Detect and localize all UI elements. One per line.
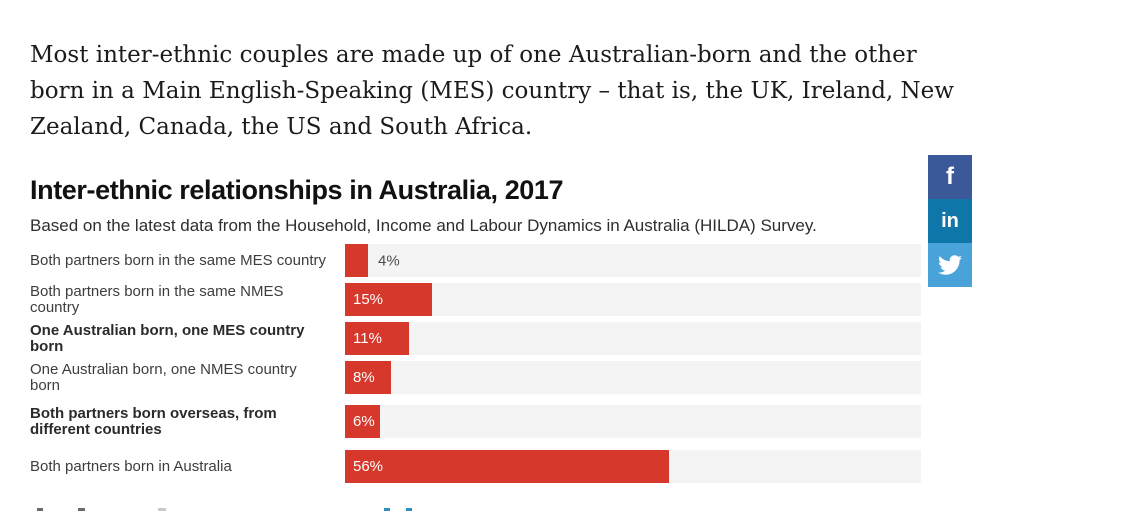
bar: 11% bbox=[345, 322, 409, 355]
linkedin-share-button[interactable]: in bbox=[928, 199, 972, 243]
intro-paragraph: Most inter-ethnic couples are made up of… bbox=[30, 42, 954, 140]
linkedin-icon: in bbox=[941, 210, 959, 232]
bar-value-label: 6% bbox=[353, 413, 375, 430]
bar-value-label: 11% bbox=[353, 330, 382, 347]
bar-value-label: 15% bbox=[353, 291, 384, 308]
bar-track: 8% bbox=[345, 361, 921, 394]
chart-row: One Australian born, one NMES country bo… bbox=[30, 361, 921, 394]
clipped-caption-fragment bbox=[78, 508, 85, 511]
bar: 56% bbox=[345, 450, 669, 483]
twitter-share-button[interactable] bbox=[928, 243, 972, 287]
facebook-share-button[interactable]: f bbox=[928, 155, 972, 199]
category-label: Both partners born in the same NMES coun… bbox=[30, 282, 284, 316]
bar-value-label: 8% bbox=[353, 369, 375, 386]
chart-row: Both partners born in the same NMES coun… bbox=[30, 283, 921, 316]
bar: 6% bbox=[345, 405, 380, 438]
bar-track: 6% bbox=[345, 405, 921, 438]
chart-rows: Both partners born in the same MES count… bbox=[30, 244, 921, 483]
share-rail: f in bbox=[928, 155, 972, 287]
bar-value-label: 56% bbox=[353, 458, 384, 475]
bar-track: 11% bbox=[345, 322, 921, 355]
clipped-caption-fragment bbox=[158, 508, 166, 511]
chart-row: One Australian born, one MES country bor… bbox=[30, 322, 921, 355]
category-label: Both partners born overseas, from differ… bbox=[30, 404, 277, 438]
bar-track: 56% bbox=[345, 450, 921, 483]
bar: 15% bbox=[345, 283, 432, 316]
facebook-icon: f bbox=[946, 163, 954, 190]
category-label: One Australian born, one NMES country bo… bbox=[30, 360, 297, 394]
category-label: Both partners born in Australia bbox=[30, 457, 232, 475]
bar: 8% bbox=[345, 361, 391, 394]
clipped-caption-link-fragment bbox=[384, 508, 390, 511]
chart-row: Both partners born in Australia 56% bbox=[30, 450, 921, 483]
twitter-icon bbox=[938, 255, 962, 275]
bar-track: 4% bbox=[345, 244, 921, 277]
category-label: One Australian born, one MES country bor… bbox=[30, 321, 305, 355]
clipped-caption-fragment bbox=[37, 508, 43, 511]
chart-row: Both partners born in the same MES count… bbox=[30, 244, 921, 277]
chart-row: Both partners born overseas, from differ… bbox=[30, 405, 921, 438]
bar-value-label: 4% bbox=[378, 252, 400, 269]
clipped-caption-link-fragment bbox=[406, 508, 412, 511]
bar bbox=[345, 244, 368, 277]
bar-track: 15% bbox=[345, 283, 921, 316]
category-label: Both partners born in the same MES count… bbox=[30, 251, 326, 269]
bar-chart: Both partners born in the same MES count… bbox=[30, 244, 921, 483]
chart-title: Inter-ethnic relationships in Australia,… bbox=[30, 175, 564, 206]
chart-subtitle: Based on the latest data from the Househ… bbox=[30, 216, 817, 235]
